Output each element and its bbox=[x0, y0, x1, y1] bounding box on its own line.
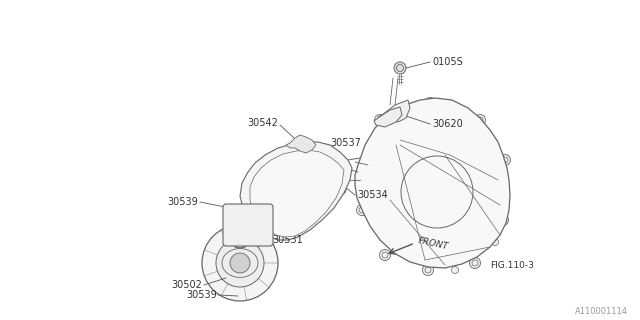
Circle shape bbox=[474, 115, 486, 125]
Text: 30542: 30542 bbox=[247, 118, 278, 128]
Polygon shape bbox=[240, 142, 352, 240]
Circle shape bbox=[230, 253, 250, 273]
Circle shape bbox=[338, 186, 346, 194]
Circle shape bbox=[397, 132, 403, 139]
Text: 0105S: 0105S bbox=[432, 57, 463, 67]
Text: FRONT: FRONT bbox=[417, 236, 449, 252]
Text: A110001114: A110001114 bbox=[575, 308, 628, 316]
Circle shape bbox=[422, 265, 433, 276]
Polygon shape bbox=[374, 107, 402, 127]
Text: 30502: 30502 bbox=[171, 280, 202, 290]
Polygon shape bbox=[355, 98, 510, 268]
Circle shape bbox=[456, 130, 463, 137]
Circle shape bbox=[388, 118, 396, 125]
Circle shape bbox=[493, 172, 500, 179]
Circle shape bbox=[358, 163, 369, 173]
Text: 30537: 30537 bbox=[330, 138, 361, 148]
Circle shape bbox=[470, 258, 481, 268]
Circle shape bbox=[497, 214, 509, 226]
Text: 30620: 30620 bbox=[432, 119, 463, 129]
Circle shape bbox=[380, 250, 390, 260]
Circle shape bbox=[424, 98, 435, 108]
Circle shape bbox=[216, 239, 264, 287]
Text: FIG.110-3: FIG.110-3 bbox=[490, 260, 534, 269]
Polygon shape bbox=[286, 135, 316, 153]
Circle shape bbox=[451, 267, 458, 274]
Polygon shape bbox=[250, 150, 344, 237]
FancyBboxPatch shape bbox=[223, 204, 273, 246]
Text: 30534: 30534 bbox=[357, 190, 388, 200]
Circle shape bbox=[374, 115, 385, 125]
Circle shape bbox=[356, 204, 367, 215]
Circle shape bbox=[394, 62, 406, 74]
Circle shape bbox=[499, 155, 511, 165]
Polygon shape bbox=[378, 100, 410, 122]
Text: 30539: 30539 bbox=[167, 197, 198, 207]
Text: 30531: 30531 bbox=[272, 235, 303, 245]
Circle shape bbox=[202, 225, 278, 301]
Circle shape bbox=[492, 238, 499, 245]
Circle shape bbox=[313, 157, 323, 167]
Text: 30539: 30539 bbox=[186, 290, 217, 300]
